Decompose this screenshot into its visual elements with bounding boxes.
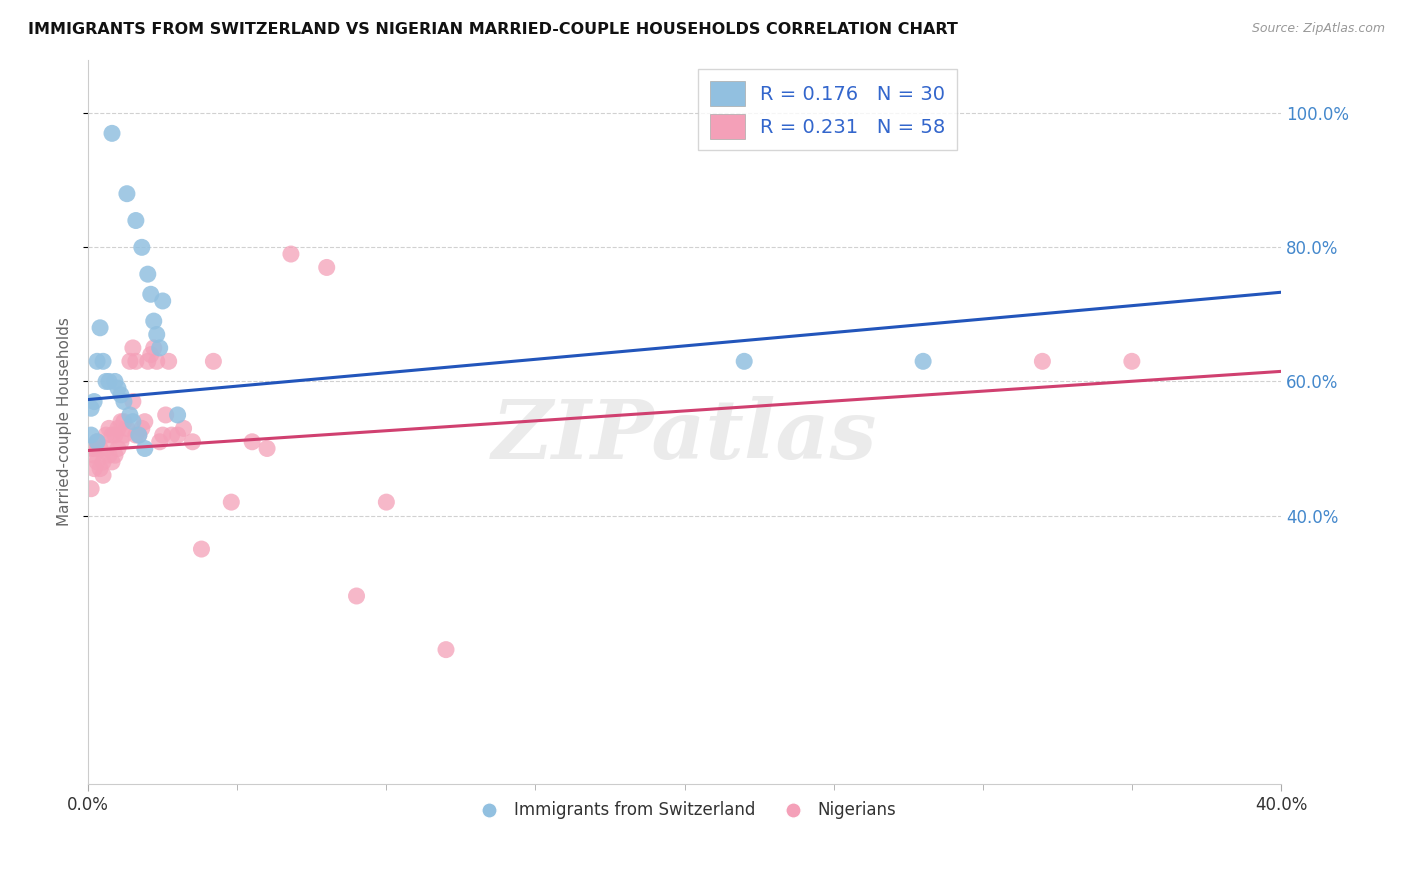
Point bbox=[136, 354, 159, 368]
Point bbox=[346, 589, 368, 603]
Point bbox=[160, 428, 183, 442]
Point bbox=[166, 408, 188, 422]
Point bbox=[107, 442, 129, 456]
Point bbox=[152, 293, 174, 308]
Point bbox=[98, 421, 121, 435]
Point bbox=[112, 428, 135, 442]
Point bbox=[240, 434, 263, 449]
Point bbox=[157, 354, 180, 368]
Point bbox=[80, 401, 103, 416]
Point bbox=[125, 213, 148, 227]
Point bbox=[256, 442, 278, 456]
Point bbox=[94, 442, 117, 456]
Point bbox=[155, 408, 177, 422]
Point bbox=[86, 354, 108, 368]
Point bbox=[83, 461, 105, 475]
Point bbox=[912, 354, 935, 368]
Point bbox=[104, 428, 127, 442]
Point bbox=[131, 421, 153, 435]
Point bbox=[80, 428, 103, 442]
Legend: Immigrants from Switzerland, Nigerians: Immigrants from Switzerland, Nigerians bbox=[467, 795, 903, 826]
Point bbox=[134, 415, 156, 429]
Point bbox=[83, 448, 105, 462]
Point bbox=[118, 408, 141, 422]
Point bbox=[107, 421, 129, 435]
Point bbox=[149, 434, 172, 449]
Point bbox=[115, 421, 138, 435]
Point bbox=[101, 428, 124, 442]
Point bbox=[375, 495, 398, 509]
Point bbox=[110, 434, 132, 449]
Point bbox=[101, 127, 124, 141]
Point bbox=[131, 240, 153, 254]
Y-axis label: Married-couple Households: Married-couple Households bbox=[58, 318, 72, 526]
Point bbox=[128, 428, 150, 442]
Point bbox=[1121, 354, 1143, 368]
Point bbox=[104, 375, 127, 389]
Point bbox=[86, 434, 108, 449]
Point bbox=[94, 375, 117, 389]
Point bbox=[202, 354, 225, 368]
Point bbox=[110, 415, 132, 429]
Text: IMMIGRANTS FROM SWITZERLAND VS NIGERIAN MARRIED-COUPLE HOUSEHOLDS CORRELATION CH: IMMIGRANTS FROM SWITZERLAND VS NIGERIAN … bbox=[28, 22, 957, 37]
Point bbox=[86, 434, 108, 449]
Point bbox=[1031, 354, 1053, 368]
Text: ZIPatlas: ZIPatlas bbox=[492, 396, 877, 476]
Point bbox=[112, 394, 135, 409]
Point bbox=[112, 415, 135, 429]
Point bbox=[142, 314, 165, 328]
Point bbox=[122, 415, 145, 429]
Point bbox=[110, 388, 132, 402]
Point bbox=[145, 354, 167, 368]
Point bbox=[83, 394, 105, 409]
Point bbox=[115, 186, 138, 201]
Point bbox=[434, 642, 457, 657]
Text: Source: ZipAtlas.com: Source: ZipAtlas.com bbox=[1251, 22, 1385, 36]
Point bbox=[101, 455, 124, 469]
Point bbox=[86, 455, 108, 469]
Point bbox=[91, 468, 114, 483]
Point bbox=[94, 428, 117, 442]
Point bbox=[128, 428, 150, 442]
Point bbox=[98, 375, 121, 389]
Point bbox=[89, 461, 111, 475]
Point bbox=[122, 394, 145, 409]
Point bbox=[152, 428, 174, 442]
Point bbox=[118, 354, 141, 368]
Point bbox=[139, 348, 162, 362]
Point bbox=[315, 260, 337, 275]
Point bbox=[125, 354, 148, 368]
Point bbox=[89, 320, 111, 334]
Point bbox=[91, 354, 114, 368]
Point bbox=[280, 247, 302, 261]
Point bbox=[134, 442, 156, 456]
Point bbox=[166, 428, 188, 442]
Point bbox=[190, 542, 212, 557]
Point bbox=[107, 381, 129, 395]
Point bbox=[142, 341, 165, 355]
Point bbox=[80, 482, 103, 496]
Point bbox=[221, 495, 243, 509]
Point bbox=[125, 428, 148, 442]
Point bbox=[733, 354, 755, 368]
Point bbox=[145, 327, 167, 342]
Point bbox=[181, 434, 204, 449]
Point bbox=[122, 341, 145, 355]
Point bbox=[91, 455, 114, 469]
Point bbox=[104, 448, 127, 462]
Point bbox=[173, 421, 195, 435]
Point bbox=[139, 287, 162, 301]
Point bbox=[89, 442, 111, 456]
Point bbox=[149, 341, 172, 355]
Point bbox=[83, 442, 105, 456]
Point bbox=[136, 267, 159, 281]
Point bbox=[98, 448, 121, 462]
Point bbox=[80, 442, 103, 456]
